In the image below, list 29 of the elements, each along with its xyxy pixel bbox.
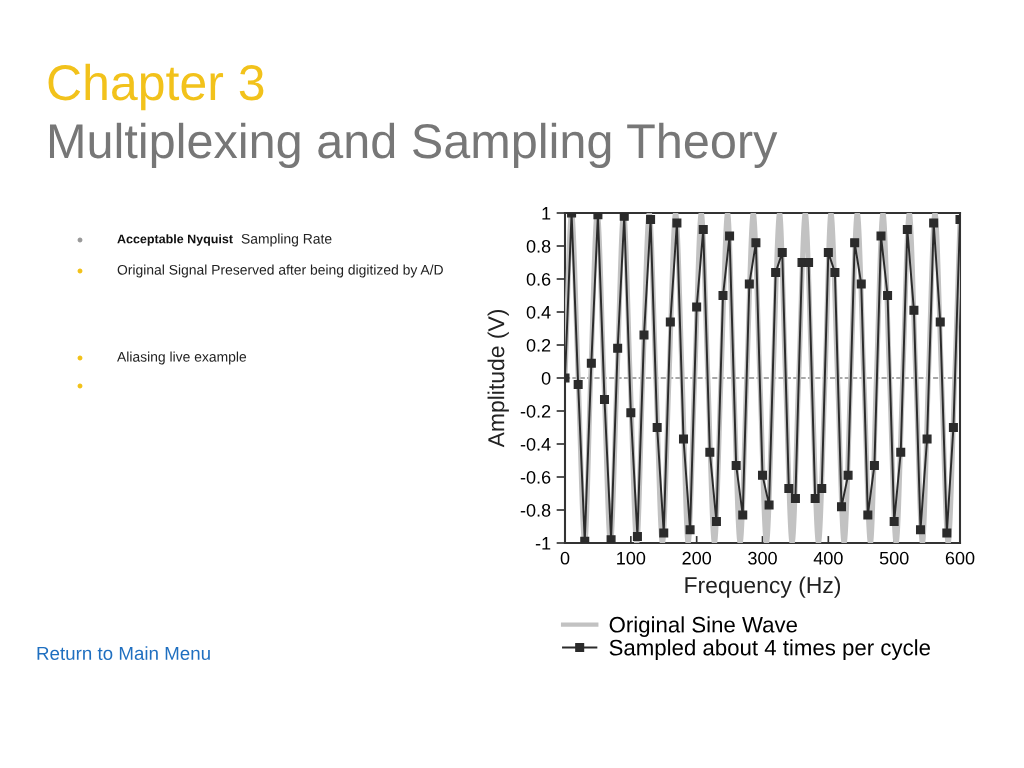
y-axis-title: Amplitude (V) bbox=[487, 310, 509, 448]
x-tick-label: 400 bbox=[813, 551, 843, 565]
y-tick-label: 0.6 bbox=[526, 272, 551, 286]
text: Return to Main Menu bbox=[37, 646, 210, 661]
x-tick-label: 200 bbox=[682, 551, 712, 565]
x-tick-label: 500 bbox=[879, 551, 909, 565]
y-tick-label: -0.8 bbox=[520, 503, 551, 517]
legend-label: Original Sine Wave bbox=[609, 616, 797, 637]
x-tick-label: 0 bbox=[560, 551, 570, 565]
y-tick-label: -0.6 bbox=[520, 470, 551, 484]
text: Original Signal Preserved after being digitized by A/D bbox=[117, 264, 443, 278]
y-tick-label: 1 bbox=[542, 207, 551, 220]
y-tick-label: 0.8 bbox=[526, 239, 551, 253]
text: Sampling Rate bbox=[241, 233, 332, 247]
y-tick-label: -0.2 bbox=[520, 404, 551, 418]
y-tick-label: -1 bbox=[535, 537, 551, 550]
text: Chapter 3 bbox=[48, 63, 264, 111]
legend-label: Sampled about 4 times per cycle bbox=[609, 639, 930, 660]
text: Acceptable Nyquist bbox=[117, 234, 233, 246]
y-tick-label: 0.2 bbox=[526, 338, 551, 352]
y-tick-label: 0 bbox=[541, 371, 551, 385]
chart-subtitle: Multiplexing and Sampling Theory bbox=[49, 122, 778, 169]
x-axis-title: Frequency (Hz) bbox=[685, 576, 841, 598]
y-tick-label: -0.4 bbox=[520, 437, 551, 451]
text: Aliasing live example bbox=[117, 351, 247, 365]
y-tick-label: 0.4 bbox=[526, 305, 551, 319]
x-tick-label: 100 bbox=[617, 551, 646, 565]
x-tick-label: 300 bbox=[748, 551, 777, 565]
x-tick-label: 600 bbox=[945, 551, 975, 565]
